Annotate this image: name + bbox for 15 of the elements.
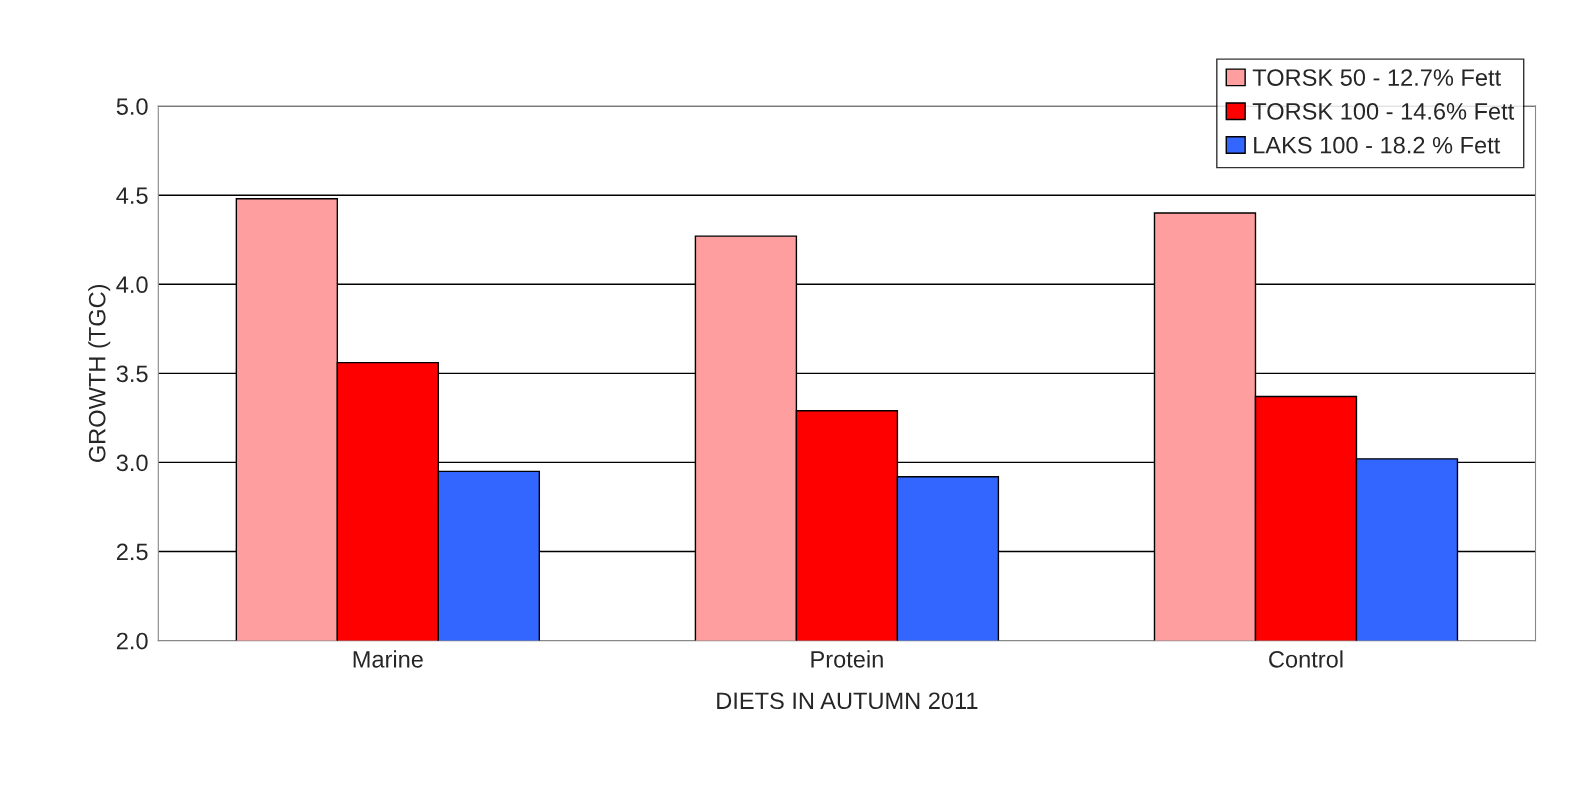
y-tick-label: 2.0 (116, 632, 148, 650)
x-tick-label: Protein (811, 650, 883, 668)
legend-label: TORSK 100 - 14.6% Fett (1252, 103, 1515, 120)
y-tick-label: 3.5 (116, 365, 148, 383)
x-tick-label: Control (1269, 650, 1343, 668)
legend-label: LAKS 100 - 18.2 % Fett (1254, 136, 1501, 154)
x-tick-label: Marine (353, 650, 423, 668)
y-tick-label: 2.5 (116, 543, 148, 561)
legend-label: TORSK 50 - 12.7% Fett (1252, 69, 1501, 86)
x-axis-title: DIETS IN AUTUMN 2011 (717, 692, 978, 710)
y-tick-label: 3.0 (116, 454, 148, 472)
y-axis-title: GROWTH (TGC) (88, 284, 111, 462)
y-tick-label: 5.0 (116, 98, 148, 115)
y-tick-label: 4.0 (116, 276, 148, 294)
y-tick-label: 4.5 (116, 187, 148, 204)
